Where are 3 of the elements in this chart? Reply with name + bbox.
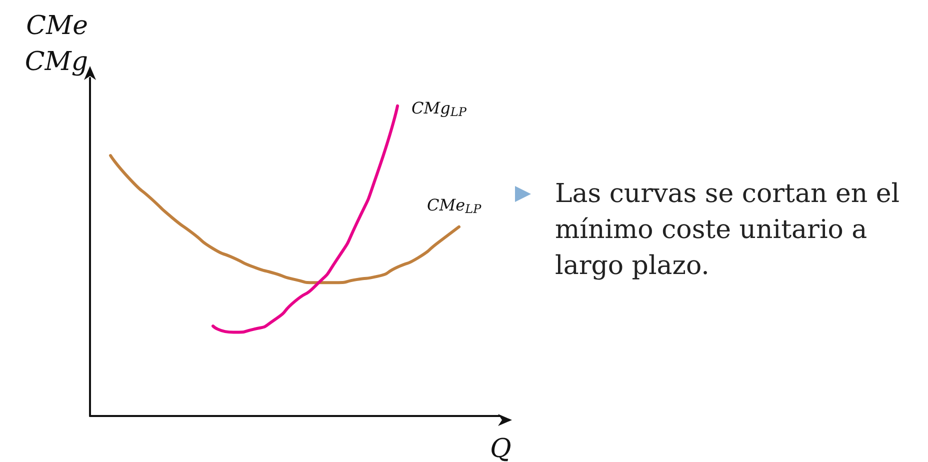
text: Las curvas se cortan en el mínimo coste unitario a largo plazo.: [555, 178, 901, 283]
y-axis-title: CMe CMg: [24, 11, 88, 77]
x-axis-title: Q: [490, 434, 512, 462]
